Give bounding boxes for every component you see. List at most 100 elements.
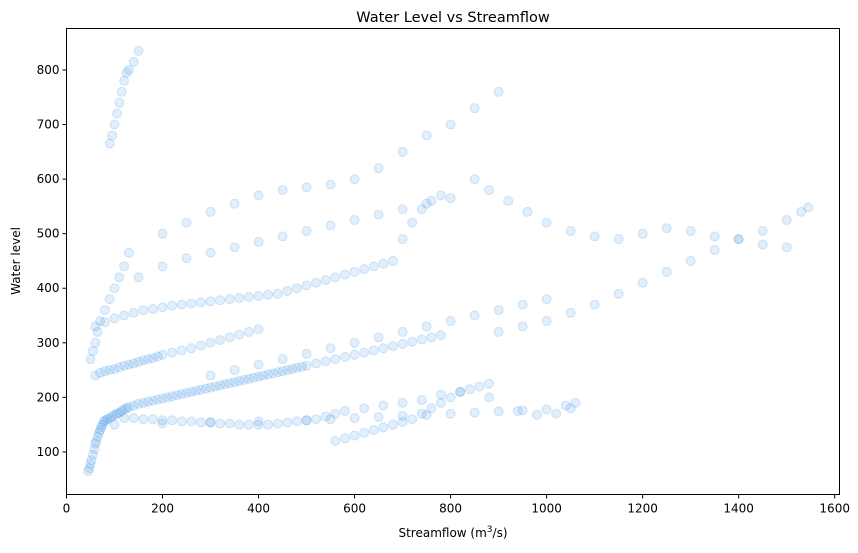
data-point <box>589 299 600 310</box>
data-point <box>551 408 562 419</box>
data-point <box>119 261 130 272</box>
data-point <box>407 336 418 347</box>
data-point <box>224 332 235 343</box>
x-tick-label: 0 <box>63 502 71 516</box>
data-point <box>455 386 466 397</box>
data-point <box>272 418 283 429</box>
data-point <box>176 299 187 310</box>
data-point <box>167 347 178 358</box>
data-point <box>277 185 288 196</box>
data-point <box>301 280 312 291</box>
data-point <box>613 288 624 299</box>
data-point <box>90 337 101 348</box>
data-point <box>407 414 418 425</box>
data-point <box>219 379 230 390</box>
data-point <box>85 458 96 469</box>
data-point <box>661 266 672 277</box>
data-point <box>98 416 109 427</box>
data-point <box>92 431 103 442</box>
data-point <box>195 297 206 308</box>
data-point <box>253 371 264 382</box>
data-point <box>90 321 101 332</box>
data-point <box>291 283 302 294</box>
data-point <box>224 378 235 389</box>
data-point <box>162 392 173 403</box>
data-point <box>128 400 139 411</box>
data-point <box>781 215 792 226</box>
data-point <box>114 362 125 373</box>
data-point <box>311 358 322 369</box>
data-point <box>234 419 245 430</box>
data-point <box>157 418 168 429</box>
y-tick-label: 200 <box>37 390 60 404</box>
data-point <box>128 307 139 318</box>
data-point <box>114 97 125 108</box>
data-point <box>359 427 370 438</box>
data-point <box>397 416 408 427</box>
data-point <box>517 321 528 332</box>
data-point <box>119 413 130 424</box>
data-point <box>282 417 293 428</box>
x-tick-label: 200 <box>151 502 174 516</box>
plot-area <box>83 45 814 477</box>
data-point <box>484 185 495 196</box>
data-point <box>133 398 144 409</box>
data-point <box>330 354 341 365</box>
data-point <box>200 383 211 394</box>
data-point <box>116 406 127 417</box>
data-point <box>104 138 115 149</box>
data-point <box>119 404 130 415</box>
data-point <box>565 225 576 236</box>
data-point <box>119 360 130 371</box>
data-point <box>123 247 134 258</box>
data-point <box>359 403 370 414</box>
data-point <box>301 182 312 193</box>
data-point <box>253 416 264 427</box>
data-point <box>123 402 134 413</box>
data-point <box>114 407 125 418</box>
data-point <box>378 400 389 411</box>
data-point <box>301 348 312 359</box>
data-point <box>373 332 384 343</box>
data-point <box>311 277 322 288</box>
data-point <box>493 86 504 97</box>
data-point <box>685 255 696 266</box>
data-point <box>503 195 514 206</box>
data-point <box>287 363 298 374</box>
x-tick-label: 600 <box>343 502 366 516</box>
data-point <box>565 307 576 318</box>
data-point <box>803 202 814 213</box>
data-point <box>109 313 120 324</box>
data-point <box>138 305 149 316</box>
data-point <box>205 247 216 258</box>
data-point <box>301 415 312 426</box>
data-point <box>234 329 245 340</box>
data-point <box>469 174 480 185</box>
data-point <box>541 294 552 305</box>
data-point <box>267 368 278 379</box>
data-point <box>407 217 418 228</box>
data-point <box>205 206 216 217</box>
data-point <box>387 419 398 430</box>
data-point <box>109 119 120 130</box>
data-point <box>95 425 106 436</box>
data-point <box>733 234 744 245</box>
data-point <box>272 288 283 299</box>
data-point <box>469 407 480 418</box>
data-point <box>493 326 504 337</box>
data-point <box>349 430 360 441</box>
data-point <box>532 409 543 420</box>
data-point <box>541 315 552 326</box>
data-point <box>517 405 528 416</box>
data-point <box>91 436 102 447</box>
data-point <box>387 255 398 266</box>
data-point <box>565 403 576 414</box>
data-point <box>757 225 768 236</box>
x-axis: 0 200 400 600 800 1000 1200 1400 1600 <box>63 494 850 516</box>
data-point <box>368 425 379 436</box>
data-point <box>301 360 312 371</box>
data-point <box>176 416 187 427</box>
data-point <box>243 419 254 430</box>
data-point <box>253 359 264 370</box>
